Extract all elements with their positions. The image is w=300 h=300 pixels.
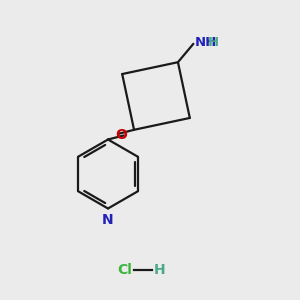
Text: NH: NH xyxy=(195,36,217,50)
Text: Cl: Cl xyxy=(117,263,132,277)
Text: H: H xyxy=(154,263,166,277)
Text: O: O xyxy=(115,128,127,142)
Text: H: H xyxy=(208,36,219,50)
Text: N: N xyxy=(102,213,114,227)
